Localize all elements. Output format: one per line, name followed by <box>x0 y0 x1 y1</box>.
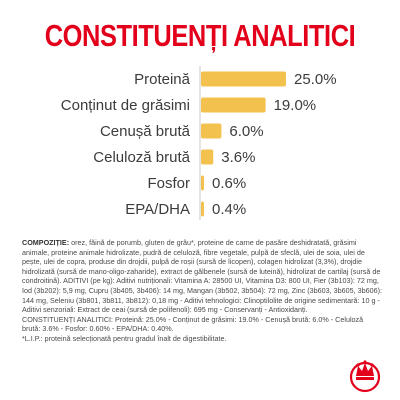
bar-value-label: 3.6% <box>221 149 255 166</box>
composition-body: orez, făină de porumb, gluten de grâu*, … <box>22 238 383 315</box>
bar-label: Fosfor <box>147 175 190 192</box>
composition-heading: COMPOZIȚIE: <box>22 238 70 247</box>
bar <box>201 201 204 217</box>
bar-value-label: 19.0% <box>274 97 317 114</box>
bar <box>201 149 214 165</box>
bar <box>201 123 222 139</box>
bar-label: EPA/DHA <box>125 201 190 218</box>
composition-text-block: COMPOZIȚIE: orez, făină de porumb, glute… <box>22 238 382 344</box>
page-title: CONSTITUENȚI ANALITICI <box>44 18 356 53</box>
bar-label: Conținut de grăsimi <box>61 97 190 114</box>
bar <box>201 175 204 191</box>
bar-label: Celuloză brută <box>93 149 190 166</box>
analytical-constituents-chart: Proteină 25.0% Conținut de grăsimi 19.0% Cen… <box>61 66 337 220</box>
bar-label: Proteină <box>134 71 191 88</box>
bar-value-label: 25.0% <box>294 71 337 88</box>
royal-canin-crown-logo-icon <box>349 360 381 393</box>
composition-analytical-constituents: CONSTITUENȚI ANALITICI: Proteină: 25.0% … <box>22 314 364 334</box>
bar-value-label: 0.4% <box>212 201 246 218</box>
bar <box>201 97 266 113</box>
bar-label: Cenușă brută <box>100 123 191 140</box>
bar <box>201 71 286 87</box>
bar-value-label: 6.0% <box>229 123 263 140</box>
bar-value-label: 0.6% <box>212 175 246 192</box>
composition-note: *L.I.P.: proteină selecționată pentru gr… <box>22 333 227 343</box>
